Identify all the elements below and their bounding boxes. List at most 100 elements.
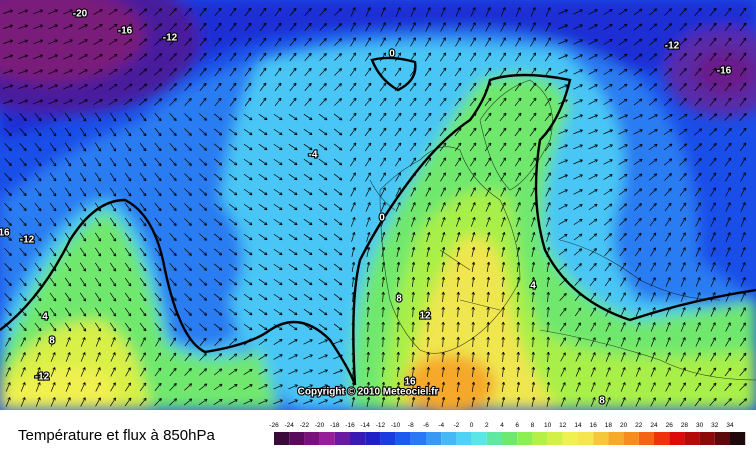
wind-arrow (680, 292, 686, 302)
wind-arrow (469, 112, 477, 122)
wind-arrow (139, 247, 147, 257)
wind-arrow (604, 277, 612, 287)
wind-arrow (303, 263, 313, 271)
wind-arrow (366, 366, 371, 378)
wind-arrow (679, 68, 687, 76)
wind-arrow (426, 396, 431, 407)
wind-arrow (333, 369, 343, 375)
wind-arrow (546, 261, 551, 272)
wind-arrow (169, 352, 177, 362)
wind-arrow (199, 218, 208, 226)
wind-arrow (243, 203, 253, 211)
wind-arrow (124, 247, 132, 257)
wind-arrow (199, 263, 208, 271)
wind-arrow (694, 382, 702, 392)
wind-arrow (274, 67, 282, 77)
wind-arrow (500, 202, 506, 212)
contour-label: 16 (0, 228, 10, 239)
wind-arrow (618, 114, 628, 120)
wind-arrow (333, 188, 343, 196)
wind-arrow (364, 97, 372, 107)
wind-arrow (695, 337, 701, 347)
wind-arrow (471, 276, 476, 288)
wind-arrow (394, 142, 402, 152)
wind-arrow (588, 9, 598, 15)
wind-arrow (139, 157, 147, 167)
wind-arrow (304, 37, 312, 47)
wind-arrow (139, 187, 147, 197)
wind-arrow (574, 263, 582, 271)
wind-arrow (318, 308, 328, 316)
wind-arrow (288, 233, 298, 241)
wind-arrow (501, 336, 505, 348)
wind-arrow (603, 188, 613, 196)
wind-arrow (603, 54, 613, 60)
wind-arrow (4, 248, 12, 256)
wind-arrow (381, 246, 386, 257)
wind-arrow (94, 292, 102, 302)
wind-arrow (379, 97, 387, 107)
wind-arrow (710, 202, 716, 212)
wind-arrow (303, 293, 313, 301)
wind-arrow (109, 172, 117, 182)
wind-arrow (124, 127, 132, 137)
scale-label: 18 (605, 422, 613, 429)
wind-arrow (199, 97, 207, 107)
wind-arrow (364, 127, 372, 137)
wind-arrow (79, 172, 87, 182)
wind-arrow (680, 337, 686, 347)
wind-arrow (333, 339, 343, 345)
wind-arrow (199, 188, 208, 196)
wind-arrow (169, 337, 177, 347)
wind-arrow (94, 187, 102, 197)
wind-arrow (228, 353, 238, 361)
wind-arrow (64, 247, 72, 257)
wind-arrow (471, 306, 475, 318)
wind-arrow (34, 202, 42, 212)
wind-arrow (589, 292, 597, 302)
wind-arrow (740, 262, 746, 272)
wind-arrow (633, 158, 643, 166)
wind-arrow (78, 9, 88, 15)
wind-arrow (409, 97, 417, 107)
wind-arrow (18, 39, 28, 45)
wind-arrow (65, 352, 71, 362)
wind-arrow (680, 217, 686, 227)
wind-arrow (228, 308, 238, 316)
wind-arrow (664, 83, 672, 91)
wind-arrow (664, 38, 672, 46)
wind-arrow (695, 307, 701, 317)
wind-arrow (19, 157, 27, 167)
wind-arrow (64, 187, 72, 197)
wind-arrow (695, 247, 701, 257)
wind-arrow (65, 382, 71, 392)
wind-arrow (515, 172, 521, 182)
wind-arrow (396, 231, 401, 242)
wind-arrow (19, 217, 27, 227)
wind-arrow (529, 67, 537, 77)
wind-arrow (650, 292, 656, 302)
wind-arrow (244, 52, 252, 62)
wind-arrow (531, 336, 535, 348)
wind-arrow (425, 172, 431, 182)
wind-arrow (439, 82, 447, 92)
wind-arrow (454, 157, 462, 167)
wind-arrow (379, 112, 387, 122)
wind-arrow (618, 173, 628, 181)
wind-arrow (665, 292, 671, 302)
wind-arrow (154, 292, 162, 302)
wind-arrow (574, 307, 582, 317)
wind-arrow (109, 157, 117, 167)
wind-arrow (439, 112, 447, 122)
wind-arrow (575, 322, 581, 332)
wind-arrow (469, 157, 477, 167)
wind-arrow (573, 54, 583, 60)
wind-arrow (440, 37, 446, 47)
wind-arrow (425, 7, 431, 17)
wind-arrow (48, 69, 58, 75)
wind-arrow (35, 367, 41, 377)
wind-arrow (199, 82, 207, 92)
wind-arrow (545, 37, 551, 47)
contour-label: -12 (163, 33, 178, 44)
wind-arrow (618, 38, 628, 46)
